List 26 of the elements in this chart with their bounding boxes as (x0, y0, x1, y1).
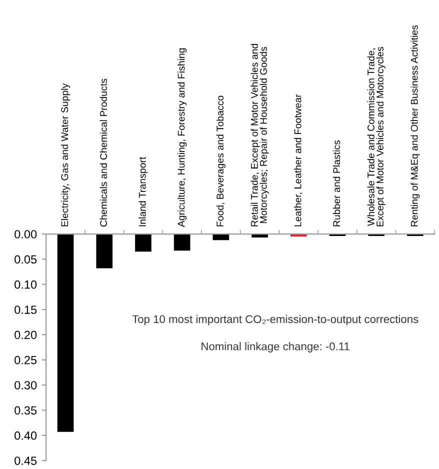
x-tick-label: Wholesale Trade and Commission Trade, Except of Motor Vehicles and Motorcycles (367, 46, 386, 226)
y-tick-label: 0.20 (14, 330, 37, 340)
y-tick-label: 0.25 (14, 356, 37, 364)
bar (135, 234, 152, 252)
y-tick-label: 0.15 (14, 306, 37, 314)
x-tick-label: Agriculture, Hunting, Forestry and Fishing (178, 48, 187, 228)
bar (57, 234, 74, 432)
x-tick-label: Leather, Leather and Footwear (294, 94, 302, 226)
y-tick-label: 0.30 (14, 381, 37, 390)
x-tick-label: Chemicals and Chemical Products (100, 78, 107, 227)
x-tick-label: Retail Trade, Except of Motor Vehicles and Motorcycles; Repair of Household Goods (250, 44, 269, 226)
bar (174, 234, 190, 251)
x-tick-label: Electricity, Gas and Water Supply (60, 83, 70, 226)
x-tick-label: Rubber and Plastics (332, 140, 340, 226)
y-tick-label: 0.05 (14, 255, 37, 264)
y-tick-label: 0.10 (14, 280, 37, 289)
bar (96, 234, 113, 268)
annotation: Top 10 most important CO₂-emission-to-output corrections (132, 314, 418, 326)
y-tick-label: 0.35 (14, 406, 37, 415)
y-tick-label: 0.45 (14, 456, 37, 465)
y-tick-label: 0.00 (14, 230, 37, 238)
x-tick-label: Renting of M&Eq and Other Business Activities (410, 25, 420, 226)
x-tick-label: Inland Transport (138, 156, 148, 226)
y-tick-label: 0.40 (14, 431, 37, 440)
x-tick-label: Food, Beverages and Tobacco (216, 96, 226, 226)
annotation: Nominal linkage change: -0.11 (202, 342, 350, 352)
